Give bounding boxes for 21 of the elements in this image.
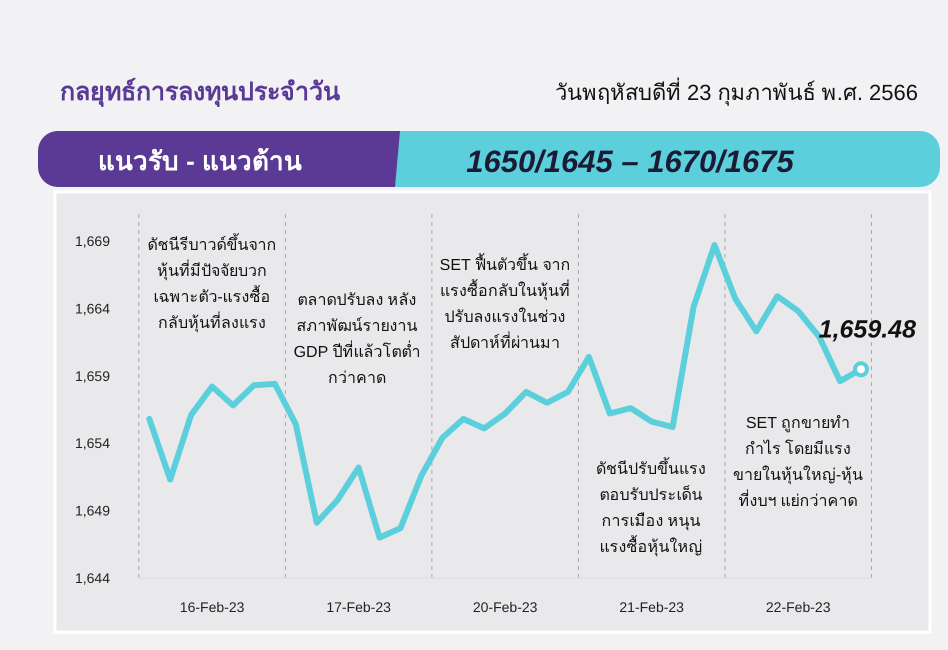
- text: แนวรับ - แนวต้าน: [98, 146, 302, 176]
- annotation: ดัชนีรีบาวด์ขึ้นจาก หุ้นที่มีปัจจัยบวก เฉพาะตัว-แรงซื้อ กลับหุ้นที่ลงแรง: [148, 233, 276, 333]
- x-tick-label: 17-Feb-23: [326, 599, 392, 615]
- x-tick-label: 20-Feb-23: [472, 599, 538, 615]
- y-tick-label: 1,659: [74, 368, 110, 384]
- chart-title: กลยุทธ์การลงทุนประจำวัน: [60, 77, 340, 108]
- data-label: 1,659.48: [818, 315, 916, 344]
- x-tick-label: 21-Feb-23: [619, 599, 684, 615]
- text: 1650/1645 – 1670/1675: [466, 144, 795, 179]
- x-tick-label: 16-Feb-23: [180, 599, 245, 615]
- annotation: ดัชนีปรับขึ้นแรง ตอบรับประเด็น การเมือง หนุน แรงซื้อหุ้นใหญ่: [596, 457, 706, 557]
- annotation: ตลาดปรับลง หลัง สภาพัฒน์รายงาน GDP ปีที่แล้วโตต่ำ กว่าคาด: [294, 292, 420, 387]
- y-tick-label: 1,664: [74, 300, 110, 316]
- chart-subtitle: วันพฤหัสบดีที่ 23 กุมภาพันธ์ พ.ศ. 2566: [554, 77, 918, 106]
- y-tick-label: 1,654: [74, 435, 110, 452]
- y-tick-label: 1,644: [74, 570, 110, 586]
- y-tick-label: 1,649: [74, 502, 110, 519]
- annotation: SET ถูกขายทำ กำไร โดยมีแรง ขายในหุ้นใหญ่-หุ้น ที่งบฯ แย่กว่าคาด: [732, 415, 864, 510]
- x-tick-label: 22-Feb-23: [766, 599, 831, 615]
- annotation: SET ฟื้นตัวขึ้น จาก แรงซื้อกลับในหุ้นที่ ปรับลงแรงในช่วง สัปดาห์ที่ผ่านมา: [440, 253, 570, 352]
- y-tick-label: 1,669: [74, 232, 110, 249]
